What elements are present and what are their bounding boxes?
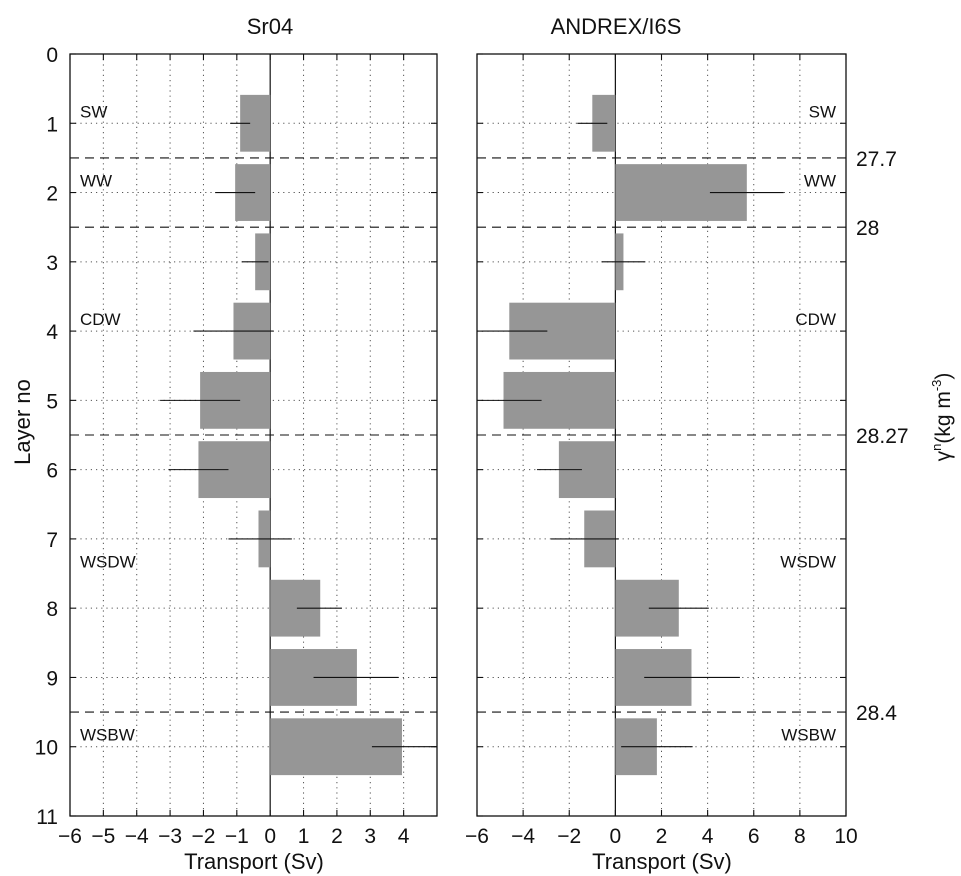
- density-axis-label: γn(kg m-3): [929, 373, 955, 462]
- x-tick-label-left: 2: [331, 825, 343, 848]
- water-mass-label-wsdw-right: WSDW: [780, 553, 836, 572]
- y-tick-label: 4: [46, 321, 58, 344]
- x-tick-label-left: −5: [91, 825, 115, 848]
- x-tick-label-left: 3: [364, 825, 376, 848]
- density-label: 27.7: [856, 148, 897, 171]
- water-mass-label-cdw-right: CDW: [795, 310, 836, 329]
- water-mass-label-sw-right: SW: [809, 102, 836, 121]
- x-tick-label-right: 8: [794, 825, 806, 848]
- water-mass-label-ww-right: WW: [804, 172, 836, 191]
- panel-andrex-i6s: ANDREX/I6S Transport (Sv) SW WW CDW WSDW WSB…: [465, 14, 909, 874]
- x-axis-label-sr04: Transport (Sv): [184, 849, 324, 874]
- density-label: 28.4: [856, 702, 897, 725]
- x-tick-label-left: 4: [398, 825, 410, 848]
- x-tick-label-right: 6: [748, 825, 760, 848]
- axes-frame-andrex-i6s: [476, 53, 847, 817]
- x-axis-label-andrex-i6s: Transport (Sv): [592, 849, 732, 874]
- water-mass-labels-andrex-i6s: SW WW CDW WSDW WSBW: [780, 102, 836, 744]
- y-tick-label: 8: [46, 598, 58, 621]
- error-bars-andrex-i6s: [481, 122, 784, 748]
- error-bars-sr04: [160, 122, 437, 748]
- axes-frame-sr04: [69, 53, 438, 817]
- y-tick-label: 9: [46, 667, 58, 690]
- density-axis-sup: n: [929, 444, 944, 451]
- x-tick-label-right: 10: [834, 825, 857, 848]
- x-tick-label-right: −4: [511, 825, 535, 848]
- x-tick-label-right: 4: [702, 825, 714, 848]
- x-tick-label-right: 2: [656, 825, 668, 848]
- density-boundaries-sr04: [70, 157, 437, 713]
- water-mass-labels-sr04: SW WW CDW WSDW WSBW: [80, 102, 136, 744]
- y-tick-label: 1: [46, 113, 58, 136]
- y-ticks: 0 1 2 3 4 5 6 7 8 9 10 11: [35, 44, 437, 829]
- y-tick-label: 5: [46, 390, 58, 413]
- x-tick-label-left: −4: [125, 825, 149, 848]
- bars-sr04: [198, 94, 402, 776]
- y-tick-label: 7: [46, 529, 58, 552]
- water-mass-label-wsdw-left: WSDW: [80, 553, 136, 572]
- y-tick-label: 10: [35, 737, 58, 760]
- density-axis-gamma: γ: [932, 450, 955, 461]
- density-axis-sup2: -3: [929, 380, 944, 392]
- water-mass-label-wsbw-right: WSBW: [781, 726, 836, 745]
- water-mass-label-wsbw-left: WSBW: [80, 726, 135, 745]
- density-labels: 27.7 28 28.27 28.4: [856, 148, 909, 725]
- y-tick-label: 2: [46, 183, 58, 206]
- y-tick-label: 3: [46, 252, 58, 275]
- water-mass-label-cdw-left: CDW: [80, 310, 121, 329]
- water-mass-label-ww-left: WW: [80, 172, 112, 191]
- y-tick-label: 6: [46, 460, 58, 483]
- water-mass-label-sw-left: SW: [80, 102, 107, 121]
- y-tick-label: 11: [36, 806, 58, 829]
- y-tick-marks-andrex-i6s: [477, 53, 846, 817]
- x-ticks-sr04: −6 −5 −4 −3 −2 −1 0 1 2 3 4: [58, 54, 410, 848]
- density-axis-units: (kg m: [932, 391, 955, 444]
- y-axis-label: Layer no: [10, 379, 35, 465]
- y-tick-label: 0: [46, 44, 58, 67]
- x-tick-label-left: 0: [264, 825, 276, 848]
- x-ticks-andrex-i6s: −6 −4 −2 0 2 4 6 8 10: [465, 54, 858, 848]
- x-tick-label-left: −6: [58, 825, 82, 848]
- chart-title-sr04: Sr04: [247, 14, 293, 39]
- density-boundaries-andrex-i6s: [477, 157, 846, 713]
- density-label: 28: [856, 217, 879, 240]
- panel-sr04: Sr04 Transport (Sv) SW WW CDW WSDW WSBW −6 −5…: [35, 14, 438, 874]
- chart-title-andrex-i6s: ANDREX/I6S: [551, 14, 682, 39]
- density-axis-close: ): [932, 373, 955, 380]
- x-tick-label-left: −3: [158, 825, 182, 848]
- x-tick-label-right: −2: [557, 825, 581, 848]
- x-tick-label-right: 0: [610, 825, 622, 848]
- density-label: 28.27: [856, 425, 909, 448]
- x-tick-label-left: 1: [298, 825, 310, 848]
- x-tick-label-right: −6: [465, 825, 489, 848]
- x-tick-label-left: −1: [225, 825, 249, 848]
- x-tick-label-left: −2: [191, 825, 215, 848]
